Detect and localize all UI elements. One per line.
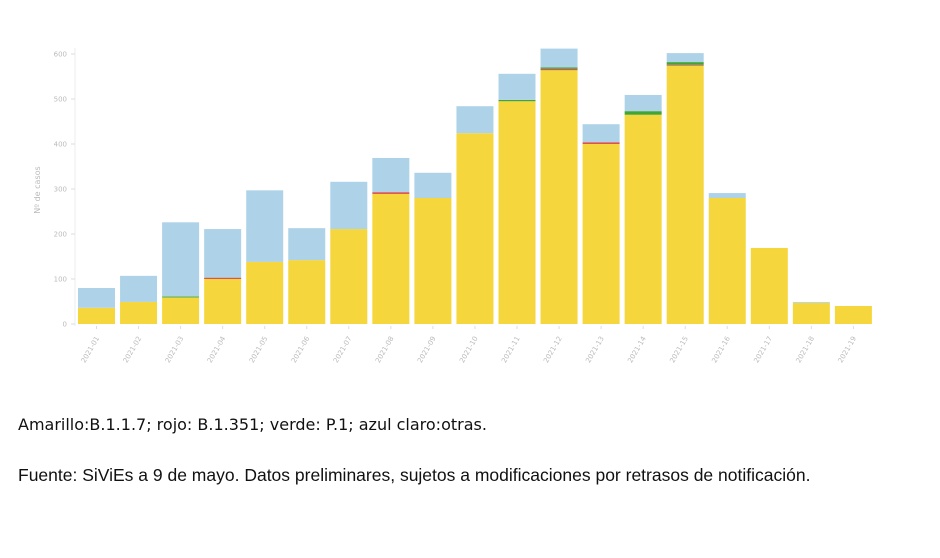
bar-2021-02: [120, 275, 158, 324]
x-tick-label: 2021-12: [542, 335, 564, 364]
bar-segment-P.1: [540, 67, 578, 69]
bar-segment-otras: [78, 288, 115, 308]
bar-2021-19: [834, 306, 872, 324]
x-tick-label: 2021-03: [164, 335, 186, 364]
bar-2021-08: [372, 157, 410, 324]
bar-segment-otras: [120, 275, 158, 302]
x-tick-label: 2021-06: [290, 335, 312, 365]
bar-segment-B.1.1.7: [666, 65, 704, 324]
bar-segment-otras: [372, 157, 410, 193]
x-tick-label: 2021-15: [668, 335, 690, 364]
bar-segment-B.1.1.7: [78, 307, 115, 324]
bar-segment-otras: [708, 193, 746, 198]
y-tick-label: 400: [54, 141, 67, 149]
bar-segment-B.1.1.7: [582, 144, 620, 324]
bar-2021-15: [666, 53, 704, 324]
bar-segment-B.1.1.7: [246, 261, 284, 324]
bar-segment-B.1.351: [582, 142, 620, 144]
bar-2021-03: [162, 222, 200, 324]
bar-2021-10: [456, 106, 494, 324]
bars: [78, 48, 872, 324]
bar-segment-B.1.1.7: [750, 247, 788, 324]
bar-segment-otras: [162, 222, 200, 297]
bar-2021-12: [540, 48, 578, 324]
x-tick-label: 2021-05: [248, 335, 270, 364]
x-tick-label: 2021-07: [332, 335, 354, 364]
y-tick-label: 200: [54, 231, 67, 239]
y-axis: 0 100 200 300 400 500 600: [54, 48, 76, 329]
bar-2021-05: [246, 190, 284, 324]
x-tick-label: 2021-10: [458, 335, 480, 364]
bar-segment-B.1.1.7: [330, 229, 368, 324]
bar-segment-B.1.1.7: [120, 301, 158, 324]
bar-2021-14: [624, 94, 662, 324]
y-tick-label: 500: [54, 96, 67, 104]
y-axis-title: Nº de casos: [33, 166, 42, 213]
x-tick-label: 2021-01: [80, 335, 102, 364]
bar-2021-09: [414, 172, 452, 324]
bar-2021-11: [498, 73, 536, 324]
bar-2021-16: [708, 193, 746, 324]
bar-2021-01: [78, 288, 115, 324]
x-tick-label: 2021-04: [206, 335, 228, 365]
bar-2021-07: [330, 181, 368, 324]
bar-2021-04: [204, 229, 242, 324]
bar-segment-otras: [288, 228, 326, 261]
bar-segment-P.1: [666, 62, 704, 65]
x-tick-label: 2021-16: [710, 335, 732, 365]
bar-segment-P.1: [162, 296, 200, 298]
bar-segment-B.1.351: [372, 192, 410, 194]
bar-segment-otras: [582, 124, 620, 143]
source-caption: Fuente: SiViEs a 9 de mayo. Datos prelim…: [18, 465, 811, 485]
x-tick-label: 2021-14: [626, 335, 648, 365]
bar-2021-18: [792, 301, 830, 324]
bar-segment-otras: [456, 106, 494, 134]
bar-segment-B.1.1.7: [288, 260, 326, 324]
x-tick-label: 2021-08: [374, 335, 396, 364]
bar-segment-B.1.351: [666, 64, 704, 66]
bar-2021-13: [582, 124, 620, 324]
bar-segment-B.1.1.7: [624, 114, 662, 324]
x-tick-label: 2021-18: [795, 335, 817, 364]
bar-segment-otras: [540, 48, 578, 68]
bar-segment-otras: [624, 94, 662, 112]
bar-segment-B.1.1.7: [708, 198, 746, 324]
bar-segment-B.1.1.7: [372, 193, 410, 324]
x-tick-label: 2021-19: [837, 335, 859, 364]
legend-caption: Amarillo:B.1.1.7; rojo: B.1.351; verde: …: [18, 415, 487, 434]
bar-segment-B.1.1.7: [456, 133, 494, 324]
bar-segment-otras: [792, 301, 830, 303]
y-tick-label: 600: [54, 51, 67, 59]
bar-segment-otras: [204, 229, 242, 278]
y-tick-label: 0: [63, 321, 67, 329]
x-tick-label: 2021-13: [584, 335, 606, 364]
x-axis: 2021-01 2021-02 2021-03 2021-04 2021-05 2021-…: [80, 326, 858, 364]
y-tick-label: 300: [54, 186, 67, 194]
bar-segment-P.1: [498, 99, 536, 102]
bar-segment-B.1.1.7: [540, 70, 578, 324]
bar-segment-otras: [666, 53, 704, 63]
x-tick-label: 2021-11: [500, 335, 522, 364]
bar-segment-B.1.1.7: [498, 101, 536, 324]
bar-segment-otras: [246, 190, 284, 262]
x-tick-label: 2021-02: [122, 335, 144, 364]
bar-segment-P.1: [624, 111, 662, 115]
bar-segment-B.1.1.7: [414, 198, 452, 324]
bar-segment-B.1.1.7: [162, 297, 200, 324]
bar-segment-B.1.351: [540, 68, 578, 71]
bar-segment-otras: [498, 73, 536, 100]
bar-segment-B.1.1.7: [204, 279, 242, 324]
bar-segment-B.1.351: [204, 277, 242, 279]
bar-segment-B.1.1.7: [834, 306, 872, 324]
bar-2021-17: [750, 247, 788, 324]
bar-segment-B.1.1.7: [792, 302, 830, 324]
x-tick-label: 2021-17: [752, 335, 774, 364]
y-tick-label: 100: [54, 276, 67, 284]
bar-segment-otras: [330, 181, 368, 230]
x-tick-label: 2021-09: [416, 335, 438, 364]
bar-segment-otras: [414, 172, 452, 198]
bar-2021-06: [288, 228, 326, 324]
